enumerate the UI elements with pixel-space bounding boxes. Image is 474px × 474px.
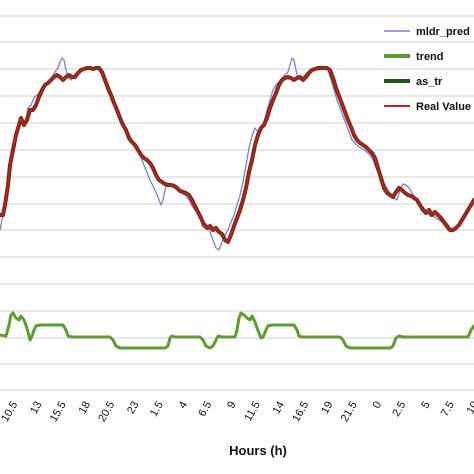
x-tick-label: 19 xyxy=(319,400,336,417)
x-tick-label: 0 xyxy=(371,400,384,411)
legend-label-trend: trend xyxy=(416,51,444,63)
x-axis-label: Hours (h) xyxy=(229,443,287,458)
legend-label-as-tr: as_tr xyxy=(416,76,443,88)
x-tick-label: 14 xyxy=(271,400,288,417)
x-tick-label: 23 xyxy=(125,400,142,417)
x-tick-label: 4 xyxy=(177,400,190,411)
plot-area xyxy=(0,57,474,350)
x-tick-label: 10 xyxy=(465,400,474,417)
legend-label-real-value: Real Value xyxy=(416,101,471,113)
x-tick-label: 13 xyxy=(28,400,45,417)
series-real-value xyxy=(0,67,474,243)
x-tick-label: 5 xyxy=(419,400,432,411)
x-tick-label: 18 xyxy=(77,400,94,417)
legend-label-mldr-pred: mldr_pred xyxy=(416,26,470,38)
series-trend xyxy=(0,311,474,350)
series-mldr-pred xyxy=(0,57,474,251)
grid xyxy=(0,15,474,391)
x-tick-label: 9 xyxy=(225,400,238,411)
